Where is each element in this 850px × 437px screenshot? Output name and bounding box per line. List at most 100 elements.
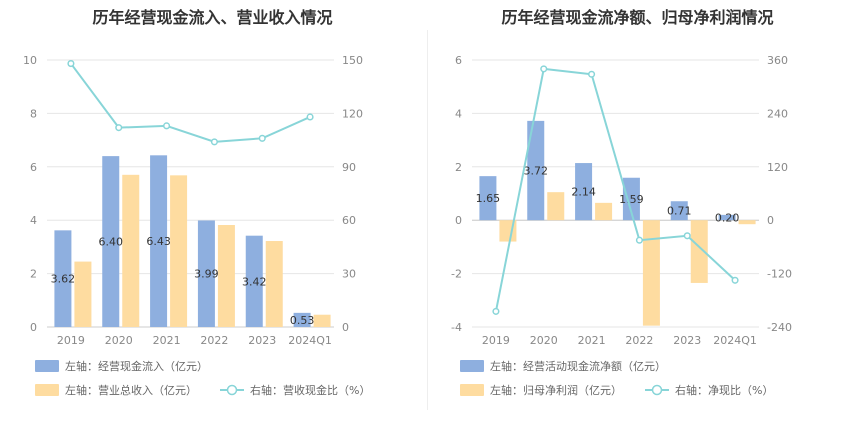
right-axis-tick-label: -120 [767, 268, 792, 281]
chart-title-left: 历年经营现金流入、营业收入情况 [92, 8, 333, 27]
bar-primary [293, 312, 311, 327]
left-axis-tick-label: 0 [30, 321, 37, 334]
bar-secondary [122, 174, 140, 327]
right-axis-tick-label: 120 [767, 161, 788, 174]
bar-secondary [547, 192, 565, 221]
left-axis-tick-label: 6 [455, 54, 462, 67]
left-axis-tick-label: -2 [451, 268, 462, 281]
bar-primary [479, 176, 497, 221]
left-axis-tick-label: 10 [23, 54, 37, 67]
bar-data-label: 1.65 [476, 192, 501, 205]
x-axis-tick-label: 2023 [248, 334, 276, 347]
line-point [210, 138, 218, 146]
x-axis-tick-label: 2020 [530, 334, 558, 347]
line-point [306, 113, 314, 121]
bar-primary [150, 155, 168, 327]
bar-data-label: 3.42 [242, 275, 267, 288]
bar-primary [670, 201, 688, 221]
bar-data-label: 6.40 [99, 236, 124, 249]
chart-panel-right: 历年经营现金流净额、归母净利润情况 -4 -2 0 2 4 6 -240 -120 0 120 24… [425, 0, 850, 437]
chart-title-right: 历年经营现金流净额、归母净利润情况 [501, 8, 774, 27]
bar-secondary [170, 175, 188, 327]
bar-secondary [738, 220, 756, 225]
bar-data-label: 6.43 [146, 235, 171, 248]
right-axis-tick-label: 90 [342, 161, 356, 174]
legend-line-marker [226, 384, 238, 396]
right-axis-tick-label: 60 [342, 214, 356, 227]
bar-primary [245, 235, 263, 327]
legend-label: 左轴：营业总收入（亿元） [65, 383, 197, 397]
line-point [588, 70, 596, 78]
bar-data-label: 0.20 [715, 212, 740, 225]
right-axis-tick-label: 0 [767, 214, 774, 227]
line-point [731, 276, 739, 284]
right-axis-tick-label: 360 [767, 54, 788, 67]
line-point [115, 124, 123, 132]
x-axis-tick-label: 2021 [578, 334, 606, 347]
bar-data-label: 3.99 [194, 268, 219, 281]
bar-secondary [642, 220, 660, 326]
left-axis-tick-label: 8 [30, 107, 37, 120]
legend-label: 左轴：经营现金流入（亿元） [65, 359, 208, 373]
bar-primary [197, 220, 215, 327]
line-point [67, 60, 75, 68]
legend-label: 左轴：归母净利润（亿元） [490, 383, 622, 397]
right-axis-tick-label: 240 [767, 107, 788, 120]
bar-data-label: 3.72 [524, 165, 549, 178]
legend-label: 右轴：营收现金比（%） [250, 383, 370, 397]
bar-secondary [690, 220, 708, 283]
x-axis-tick-label: 2022 [200, 334, 228, 347]
chart-svg-right: -4 -2 0 2 4 6 -240 -120 0 120 240 360 2019 2020 2021 20… [451, 54, 792, 397]
chart-svg-left: 0 2 4 6 8 10 0 30 60 90 120 150 2019 2020 2021 2022 2023… [23, 54, 370, 397]
right-axis-tick-label: -240 [767, 321, 792, 334]
left-axis-tick-label: 2 [455, 161, 462, 174]
left-axis-tick-label: -4 [451, 321, 462, 334]
right-axis-tick-label: 0 [342, 321, 349, 334]
line-point [258, 134, 266, 142]
left-axis-tick-label: 2 [30, 268, 37, 281]
bar-primary [54, 230, 72, 327]
left-axis-tick-label: 0 [455, 214, 462, 227]
x-axis-tick-label: 2022 [625, 334, 653, 347]
bar-primary [622, 177, 640, 221]
bar-secondary [595, 202, 613, 221]
legend-swatch [460, 360, 484, 372]
x-axis-tick-label: 2024Q1 [713, 334, 757, 347]
legend-swatch [460, 384, 484, 396]
legend-line-marker [651, 384, 663, 396]
left-axis-tick-label: 4 [30, 214, 37, 227]
line-series [70, 62, 311, 143]
bar-secondary [265, 241, 283, 327]
right-axis-tick-label: 30 [342, 268, 356, 281]
right-axis-tick-label: 150 [342, 54, 363, 67]
legend-label: 右轴：净现比（%） [675, 383, 773, 397]
bar-data-label: 3.62 [51, 273, 76, 286]
x-axis-tick-label: 2021 [153, 334, 181, 347]
bar-secondary [313, 314, 331, 327]
line-point [635, 236, 643, 244]
legend-label: 左轴：经营活动现金流净额（亿元） [490, 359, 666, 373]
legend-swatch [35, 360, 59, 372]
x-axis-tick-label: 2019 [57, 334, 85, 347]
bar-primary [718, 214, 736, 221]
bar-data-label: 0.53 [290, 314, 315, 327]
line-point [492, 307, 500, 315]
bar-primary [575, 163, 593, 221]
right-axis-tick-label: 120 [342, 107, 363, 120]
left-axis-tick-label: 4 [455, 107, 462, 120]
x-axis-tick-label: 2023 [673, 334, 701, 347]
line-point [540, 65, 548, 73]
left-axis-tick-label: 6 [30, 161, 37, 174]
x-axis-tick-label: 2019 [482, 334, 510, 347]
bar-secondary [217, 225, 235, 327]
x-axis-tick-label: 2024Q1 [288, 334, 332, 347]
line-point [683, 232, 691, 240]
bar-data-label: 2.14 [571, 186, 596, 199]
bar-data-label: 1.59 [619, 193, 644, 206]
chart-panel-left: 历年经营现金流入、营业收入情况 0 2 4 6 8 10 0 30 60 90 120 150 2019… [23, 8, 370, 397]
bar-secondary [74, 261, 92, 327]
line-series [494, 67, 736, 312]
panel-divider [427, 30, 428, 410]
x-axis-tick-label: 2020 [105, 334, 133, 347]
